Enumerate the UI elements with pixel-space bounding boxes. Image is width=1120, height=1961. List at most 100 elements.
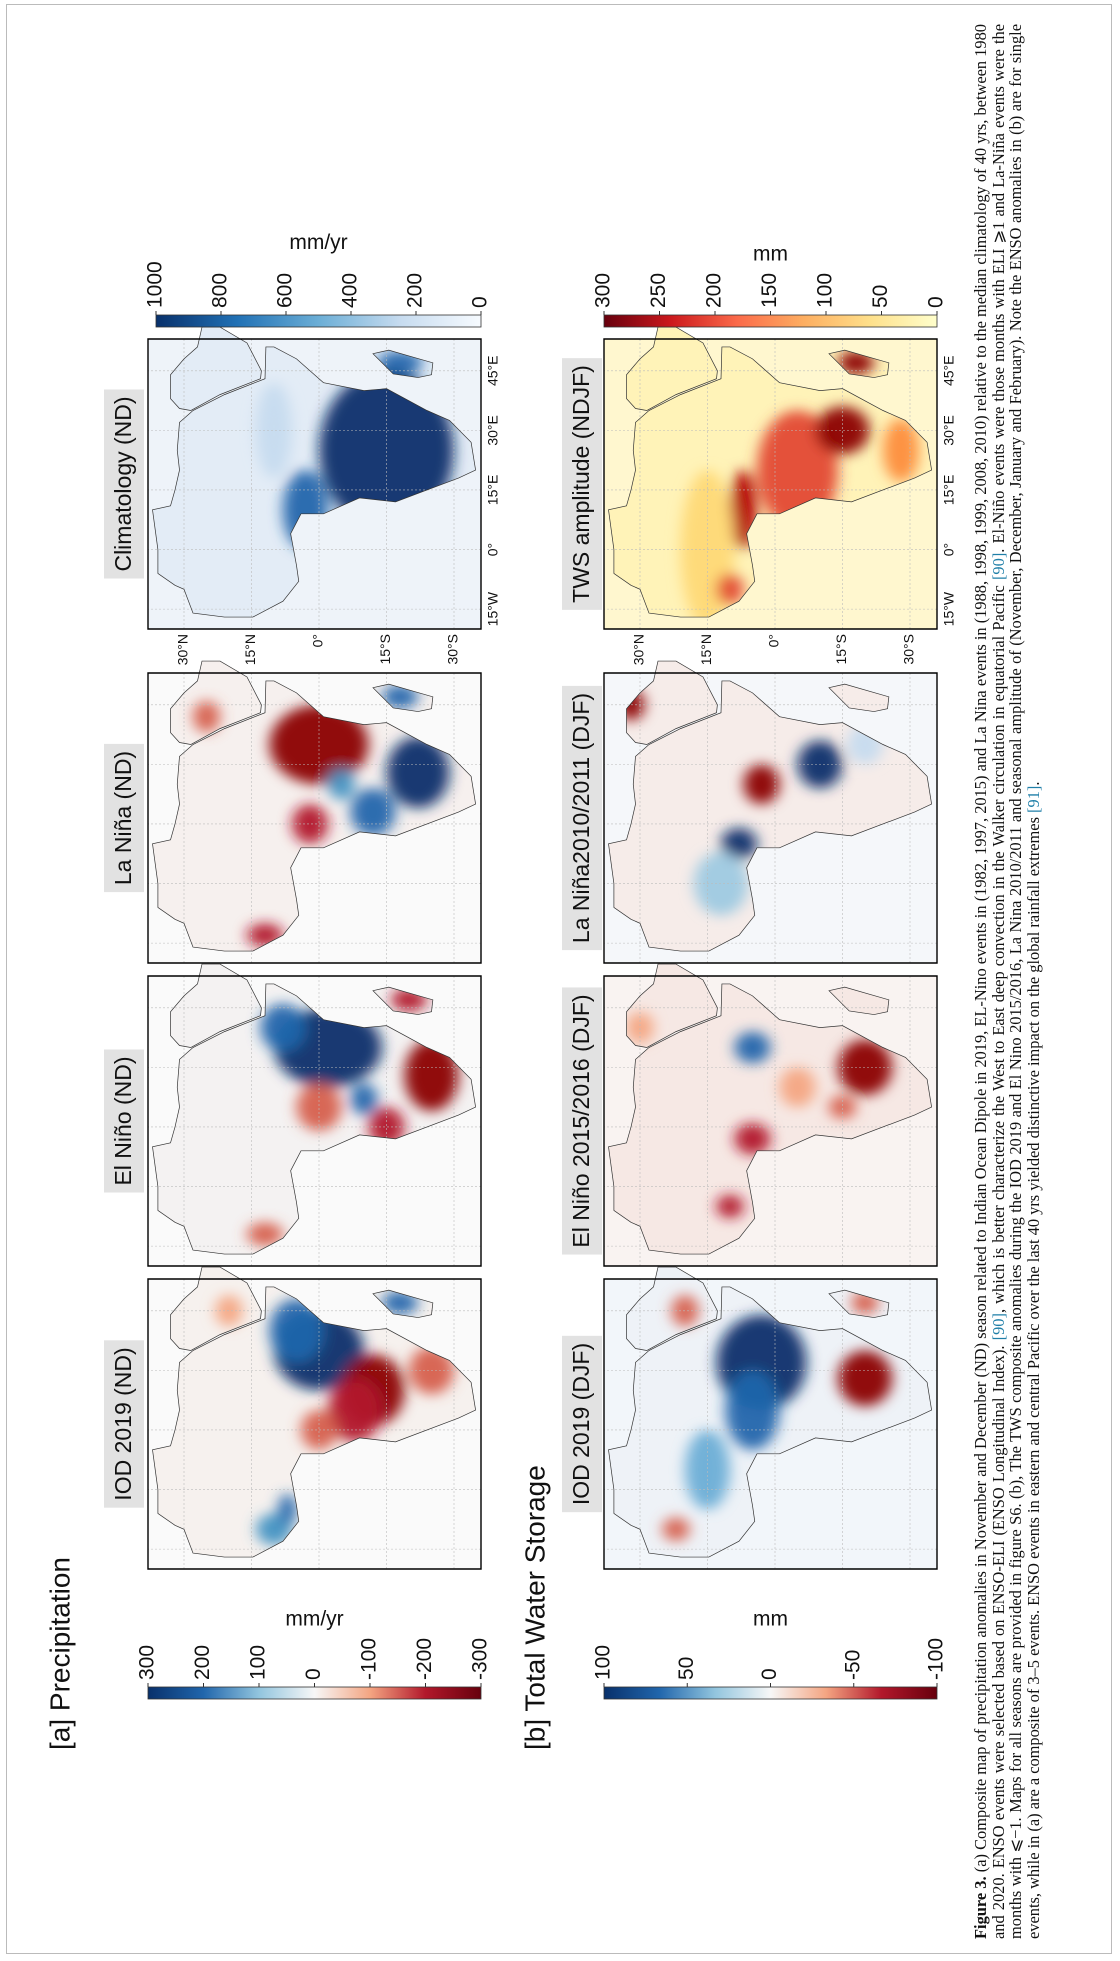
- panel-title-box: [562, 685, 602, 951]
- map-frame: [148, 339, 481, 629]
- map-anomaly: [269, 1298, 324, 1363]
- map-anomaly: [193, 700, 220, 733]
- map-anomaly: [662, 1517, 690, 1542]
- panel-title: El Niño (ND): [110, 1056, 136, 1185]
- map-anomaly: [815, 406, 870, 455]
- map-frame: [148, 976, 481, 1266]
- map-frame: [148, 673, 481, 963]
- colorbar-tick-label: -100: [925, 1638, 948, 1680]
- panel-title: La Niña (ND): [110, 751, 136, 885]
- panel-title-box: [104, 1049, 144, 1193]
- lat-tick-label: 30°N: [631, 634, 647, 665]
- map-anomaly: [292, 804, 328, 844]
- panel-title-box: [562, 358, 602, 610]
- map-blobs: [626, 1011, 892, 1219]
- map-anomaly: [716, 1194, 744, 1219]
- colorbar-label: mm/yr: [285, 1608, 343, 1631]
- map-anomaly: [734, 1031, 771, 1064]
- colorbar-label: mm/yr: [289, 231, 347, 254]
- section-heading: [a] Precipitation: [44, 1557, 75, 1750]
- caption-text: .: [1023, 781, 1043, 786]
- coastline: [152, 964, 475, 1254]
- coastline: [152, 661, 475, 951]
- map-anomaly: [386, 736, 450, 809]
- map-frame: [604, 673, 937, 963]
- colorbar-tick-label: 400: [339, 273, 362, 308]
- coastline: [608, 1267, 931, 1557]
- colorbar-tick-label: 200: [404, 273, 427, 308]
- map-blobs: [193, 684, 450, 948]
- page-border: [6, 4, 1112, 1954]
- map-anomaly: [725, 1370, 780, 1450]
- map-panel: [604, 661, 937, 963]
- map-anomaly: [404, 1039, 459, 1112]
- citation[interactable]: [90]: [988, 552, 1008, 581]
- colorbar: [603, 1686, 938, 1700]
- map-frame: [604, 339, 937, 629]
- map-panel: [604, 964, 937, 1266]
- map-anomaly: [883, 418, 919, 483]
- colorbar-tick-label: -300: [469, 1638, 492, 1680]
- colorbar-tick-label: 0: [925, 296, 948, 308]
- map-field: [193, 684, 450, 948]
- map-anomaly: [838, 1350, 892, 1407]
- map-anomaly: [256, 382, 292, 479]
- map-anomaly: [721, 827, 757, 860]
- map-panel: [604, 1267, 937, 1569]
- map-frame: [604, 976, 937, 1266]
- lat-tick-label: 15°S: [377, 634, 393, 665]
- lon-tick-label: 45°E: [941, 356, 957, 387]
- coastline: [608, 661, 931, 951]
- map-anomaly: [247, 1222, 283, 1247]
- colorbar-tick-label: -50: [841, 1650, 864, 1680]
- lat-tick-label: 0°: [310, 634, 326, 647]
- map-panel: [604, 327, 937, 629]
- panel-title: IOD 2019 (DJF): [568, 1343, 594, 1505]
- panel-title: Climatology (ND): [110, 396, 136, 571]
- colorbar-tick-label: 150: [758, 273, 781, 308]
- map-anomaly: [734, 1122, 771, 1155]
- colorbar: [155, 314, 482, 328]
- map-anomaly: [626, 1011, 654, 1044]
- map-frame: [148, 1279, 481, 1569]
- lat-tick-label: 30°S: [901, 634, 917, 665]
- panel-title-box: [104, 1340, 144, 1508]
- map-anomaly: [382, 684, 418, 709]
- colorbar-tick-label: 100: [592, 1645, 615, 1680]
- caption-label: Figure 3.: [971, 1876, 990, 1939]
- map-anomaly: [350, 1083, 378, 1116]
- colorbar: [603, 314, 938, 328]
- map-anomaly: [838, 350, 874, 375]
- colorbar: [147, 1686, 482, 1700]
- panel-title: La Niña2010/2011 (DJF): [568, 693, 594, 943]
- panel-title-box: [562, 987, 602, 1255]
- lon-tick-label: 30°E: [485, 415, 501, 446]
- map-anomaly: [296, 1083, 342, 1131]
- panel-title-box: [104, 743, 144, 893]
- map-anomaly: [829, 1095, 856, 1120]
- colorbar-tick-label: -100: [358, 1638, 381, 1680]
- lon-tick-label: 15°E: [941, 475, 957, 506]
- colorbar-tick-label: 200: [703, 273, 726, 308]
- map-anomaly: [278, 1493, 297, 1526]
- map-anomaly: [328, 768, 355, 801]
- coastline: [608, 964, 931, 1254]
- lat-tick-label: 0°: [766, 634, 782, 647]
- colorbar-tick-label: 50: [869, 285, 892, 308]
- lon-tick-label: 45°E: [485, 356, 501, 387]
- lon-tick-label: 0°: [485, 543, 501, 556]
- lat-tick-label: 30°S: [445, 634, 461, 665]
- map-panel: [148, 327, 481, 629]
- map-panel: [148, 1267, 481, 1569]
- citation[interactable]: [91]: [1023, 785, 1043, 813]
- map-anomaly: [743, 764, 780, 805]
- colorbar-tick-label: 200: [191, 1645, 214, 1680]
- map-field: [626, 1011, 892, 1219]
- citation[interactable]: [90]: [988, 1313, 1008, 1341]
- colorbar-tick-label: 300: [592, 273, 615, 308]
- colorbar-tick-label: -200: [413, 1638, 436, 1680]
- map-anomaly: [260, 1003, 306, 1052]
- lon-tick-label: 15°W: [941, 591, 957, 626]
